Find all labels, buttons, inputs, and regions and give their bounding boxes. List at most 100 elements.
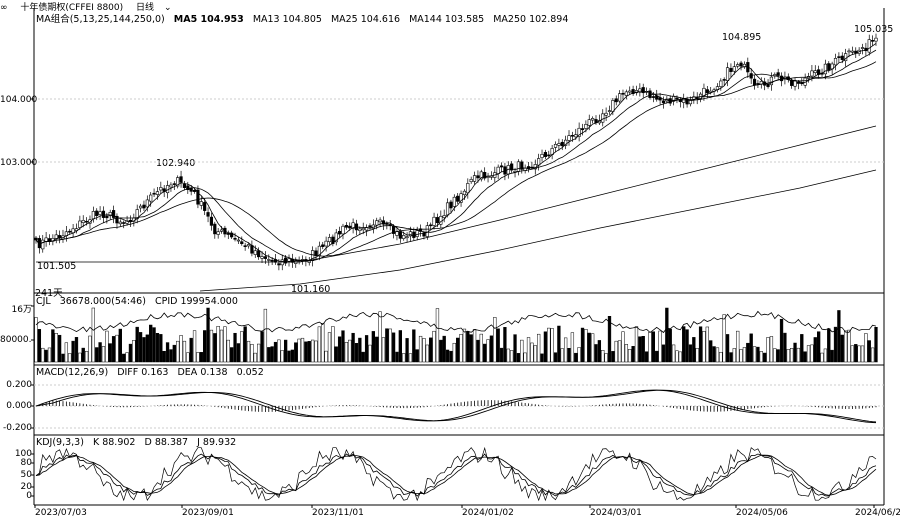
candle-body [543, 152, 547, 157]
volume-bar [847, 329, 851, 363]
candle-body [611, 100, 615, 112]
candle-body [111, 210, 116, 218]
volume-bar [695, 348, 699, 363]
candle-body [725, 67, 730, 81]
candle-body [580, 128, 585, 131]
volume-bar [290, 349, 295, 363]
candle-body [176, 177, 180, 187]
volume-bar [840, 334, 844, 363]
kdj-j: J 89.932 [197, 437, 237, 448]
volume-bar [827, 328, 831, 363]
volume-bar [283, 339, 288, 363]
volume-bar [314, 340, 318, 363]
volume-bar [719, 351, 723, 363]
volume-bar [435, 308, 440, 363]
candle-body [209, 216, 214, 226]
volume-bar [854, 344, 858, 363]
volume-indicator[interactable]: CJL [36, 296, 51, 307]
volume-bar [162, 351, 166, 363]
volume-bar [817, 331, 821, 363]
candle-body [118, 221, 122, 225]
volume-cpid: CPID 199954.000 [154, 296, 238, 307]
volume-bar [874, 326, 878, 363]
candle-body [442, 215, 446, 218]
candle-body [682, 98, 686, 103]
candle-body [138, 205, 143, 209]
candle-body [560, 141, 564, 147]
candle-body [641, 87, 645, 94]
volume-bar [570, 332, 575, 363]
candle-body [871, 40, 875, 42]
candle-body [179, 176, 183, 183]
volume-bar [206, 307, 210, 363]
candle-body [226, 233, 230, 235]
candle-body [257, 250, 261, 258]
kdj-indicator[interactable]: KDJ(9,3,3) [36, 437, 84, 448]
volume-bar [371, 331, 375, 363]
volume-bar [779, 318, 784, 363]
candle-body [790, 79, 794, 86]
volume-bar [128, 343, 133, 363]
volume-bar [513, 334, 517, 363]
volume-bar [526, 337, 531, 363]
volume-ylabel-mid: 80000.000 [0, 335, 32, 345]
candle-body [776, 72, 780, 76]
volume-bar [486, 339, 490, 363]
macd-indicator[interactable]: MACD(12,26,9) [36, 367, 109, 378]
infinity-icon: ∞ [0, 3, 8, 13]
kdj-ylabel-20: 20 [20, 482, 32, 492]
volume-bar [142, 337, 146, 363]
candle-body [230, 232, 234, 238]
volume-bar [51, 329, 55, 363]
candle-body [287, 258, 291, 262]
volume-bar [199, 352, 203, 363]
volume-bar [715, 347, 720, 363]
candle-body [381, 220, 386, 225]
candle-body [621, 92, 625, 95]
ma250-value: MA250 102.894 [493, 14, 569, 25]
candle-body [338, 230, 342, 235]
volume-bar [671, 344, 676, 363]
candle-body [752, 78, 757, 86]
volume-bar [172, 344, 176, 363]
period-label: 日线 [136, 3, 155, 13]
volume-bar [34, 317, 38, 363]
candle-body [557, 143, 561, 146]
volume-bar [786, 349, 790, 363]
macd-diff: DIFF 0.163 [117, 367, 169, 378]
volume-bar [263, 308, 268, 363]
volume-bar [601, 350, 605, 363]
candle-body [628, 90, 632, 93]
kdj-ylabel-0: 0 [26, 491, 32, 501]
volume-bar [101, 346, 106, 363]
candle-body [601, 113, 605, 123]
candle-body [810, 70, 814, 77]
volume-bar [820, 352, 824, 363]
candle-body [95, 210, 99, 217]
volume-bar [381, 337, 386, 363]
x-label-4: 2024/01/02 [462, 508, 514, 518]
candle-body [604, 112, 608, 116]
volume-bar [587, 332, 591, 363]
macd-value: 0.052 [236, 367, 264, 378]
volume-bar [78, 352, 82, 363]
volume-bar [493, 317, 497, 363]
volume-bar [810, 344, 814, 363]
volume-bar [354, 343, 359, 363]
volume-bar [179, 335, 183, 363]
volume-bar [611, 351, 615, 363]
price-indicator[interactable]: MA组合(5,13,25,144,250,0) [36, 14, 165, 25]
volume-bar [661, 344, 666, 363]
volume-bar [709, 340, 713, 363]
candle-body [425, 225, 429, 237]
volume-bar [702, 331, 706, 363]
volume-bar [459, 333, 463, 363]
volume-bar [692, 337, 696, 363]
kdj-d: D 88.387 [144, 437, 189, 448]
volume-bar [297, 338, 301, 363]
candle-body [695, 97, 699, 99]
candle-body [479, 171, 483, 180]
chevron-down-icon: ⌄ [164, 3, 172, 13]
period-selector[interactable]: 日线 ⌄ [136, 3, 182, 13]
